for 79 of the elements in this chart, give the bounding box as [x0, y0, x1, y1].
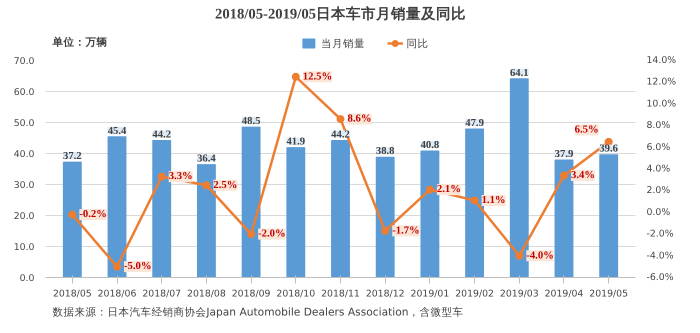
- y2-tick-label: 4.0%: [646, 164, 670, 174]
- data-label: 36.4: [197, 154, 216, 165]
- x-tick-label: 2018/05: [52, 288, 92, 300]
- data-label: 41.9: [286, 136, 306, 148]
- data-label: -4.0%: [526, 250, 554, 262]
- bar: [286, 147, 306, 278]
- y2-tick-label: -4.0%: [646, 250, 674, 262]
- bar: [599, 154, 618, 278]
- data-label: 38.8: [376, 146, 395, 158]
- x-tick-label: 2019/03: [500, 288, 539, 300]
- data-label: 8.6%: [348, 114, 372, 125]
- y-tick-label: 70.0: [14, 56, 35, 67]
- y-tick-label: 30.0: [14, 180, 35, 191]
- data-label: 3.4%: [570, 170, 595, 182]
- data-label: 44.2: [331, 129, 350, 140]
- data-label: 1.1%: [482, 194, 506, 206]
- y2-tick-label: 0.0%: [646, 206, 670, 218]
- y2-tick-label: 12.0%: [646, 76, 676, 88]
- x-tick-label: 2018/07: [142, 288, 182, 300]
- y-tick-label: 0.0: [20, 273, 35, 284]
- y2-tick-label: 6.0%: [646, 142, 670, 153]
- data-label: 12.5%: [302, 71, 332, 82]
- data-label: -1.7%: [392, 225, 420, 236]
- point: [68, 210, 76, 219]
- point: [247, 230, 256, 238]
- y-tick-label: 20.0: [14, 211, 35, 222]
- legend-label: 当月销量: [320, 37, 365, 50]
- source-note: 数据来源：日本汽车经销商协会Japan Automobile Dealers Association，含微型车: [52, 306, 464, 318]
- point: [202, 181, 210, 190]
- y-tick-label: 40.0: [14, 149, 35, 160]
- point: [336, 115, 344, 124]
- y2-tick-label: 8.0%: [646, 120, 670, 132]
- point: [426, 186, 434, 194]
- data-label: 37.2: [62, 151, 82, 162]
- data-label: 44.2: [152, 129, 172, 140]
- data-label: 39.6: [599, 144, 619, 155]
- point: [292, 72, 300, 81]
- x-tick-label: 2018/08: [187, 288, 226, 300]
- y2-tick-label: -2.0%: [646, 228, 674, 240]
- point: [560, 172, 568, 180]
- y2-tick-label: 2.0%: [646, 185, 670, 196]
- x-tick-label: 2019/01: [410, 288, 450, 300]
- data-label: 40.8: [420, 140, 440, 152]
- point: [470, 196, 479, 204]
- x-tick-label: 2018/11: [321, 288, 360, 300]
- chart-title: 2018/05-2019/05日本车市月销量及同比: [215, 4, 466, 22]
- data-label: 3.3%: [168, 171, 193, 182]
- x-tick-label: 2019/05: [589, 288, 628, 300]
- data-label: -2.0%: [258, 228, 286, 240]
- data-label: 37.9: [554, 149, 574, 160]
- x-tick-label: 2018/06: [98, 288, 136, 300]
- data-label: -5.0%: [124, 261, 152, 272]
- y-tick-label: 50.0: [14, 118, 35, 129]
- data-label: 45.4: [108, 126, 128, 137]
- point: [381, 226, 390, 235]
- data-label: 6.5%: [574, 124, 599, 136]
- data-label: 64.1: [510, 68, 529, 79]
- data-label: -0.2%: [79, 209, 107, 220]
- x-tick-label: 2019/04: [544, 288, 584, 300]
- point: [113, 262, 122, 271]
- data-label: 48.5: [242, 116, 260, 128]
- x-tick-label: 2018/10: [276, 288, 316, 300]
- point: [158, 172, 166, 181]
- bar: [465, 128, 484, 278]
- point: [515, 252, 524, 260]
- x-tick-label: 2018/09: [232, 288, 271, 300]
- y-axis-title: 单位：万辆: [51, 36, 108, 48]
- y2-tick-label: -6.0%: [646, 272, 674, 283]
- y-tick-label: 60.0: [14, 87, 35, 98]
- bar: [331, 140, 350, 278]
- legend-label: 同比: [406, 37, 428, 50]
- y2-tick-label: 10.0%: [646, 98, 676, 110]
- y2-tick-label: 14.0%: [646, 55, 676, 66]
- x-tick-label: 2018/12: [366, 288, 405, 300]
- data-label: 47.9: [465, 118, 484, 130]
- data-label: 2.5%: [213, 180, 238, 191]
- x-tick-label: 2019/02: [455, 288, 494, 300]
- y-tick-label: 10.0: [14, 242, 35, 253]
- data-label: 2.1%: [436, 184, 461, 196]
